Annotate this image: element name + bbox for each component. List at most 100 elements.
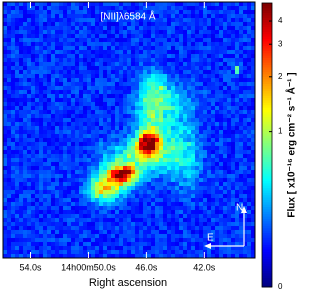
pixel xyxy=(107,118,111,122)
pixel xyxy=(135,194,139,198)
pixel xyxy=(247,222,251,226)
pixel xyxy=(247,246,251,250)
pixel xyxy=(223,162,227,166)
pixel xyxy=(211,110,215,114)
pixel xyxy=(55,98,59,102)
pixel xyxy=(155,202,159,206)
pixel xyxy=(211,66,215,70)
pixel xyxy=(207,214,211,218)
pixel xyxy=(155,158,159,162)
pixel xyxy=(67,70,71,74)
pixel xyxy=(47,146,51,150)
pixel xyxy=(55,106,59,110)
pixel xyxy=(75,122,79,126)
pixel xyxy=(95,98,99,102)
pixel xyxy=(199,126,203,130)
pixel xyxy=(39,98,43,102)
pixel xyxy=(63,94,67,98)
pixel xyxy=(171,182,175,186)
pixel xyxy=(123,146,127,150)
pixel xyxy=(171,42,175,46)
pixel xyxy=(131,110,135,114)
pixel xyxy=(55,82,59,86)
pixel xyxy=(115,174,119,178)
pixel xyxy=(55,174,59,178)
pixel xyxy=(67,42,71,46)
pixel xyxy=(243,18,247,22)
pixel xyxy=(47,82,51,86)
pixel xyxy=(171,18,175,22)
pixel xyxy=(119,110,123,114)
pixel xyxy=(187,242,191,246)
pixel xyxy=(135,242,139,246)
pixel xyxy=(223,34,227,38)
pixel xyxy=(51,130,55,134)
pixel xyxy=(51,70,55,74)
pixel xyxy=(107,126,111,130)
pixel xyxy=(179,250,183,254)
pixel xyxy=(71,130,75,134)
pixel xyxy=(83,186,87,190)
pixel xyxy=(55,182,59,186)
pixel xyxy=(247,86,251,90)
pixel xyxy=(155,178,159,182)
pixel xyxy=(175,174,179,178)
pixel xyxy=(191,54,195,58)
pixel xyxy=(43,150,47,154)
pixel xyxy=(43,194,47,198)
pixel xyxy=(35,6,39,10)
pixel xyxy=(51,114,55,118)
pixel xyxy=(95,238,99,242)
pixel xyxy=(191,222,195,226)
pixel xyxy=(163,10,167,14)
pixel xyxy=(143,42,147,46)
pixel xyxy=(115,242,119,246)
pixel xyxy=(19,138,23,142)
pixel xyxy=(183,46,187,50)
pixel xyxy=(131,46,135,50)
pixel xyxy=(135,202,139,206)
pixel xyxy=(87,62,91,66)
pixel xyxy=(115,38,119,42)
pixel xyxy=(123,254,127,258)
pixel xyxy=(67,126,71,130)
pixel xyxy=(59,34,63,38)
pixel xyxy=(79,162,83,166)
pixel xyxy=(79,210,83,214)
pixel xyxy=(175,154,179,158)
pixel xyxy=(175,190,179,194)
pixel xyxy=(43,206,47,210)
pixel xyxy=(35,230,39,234)
pixel xyxy=(207,150,211,154)
pixel xyxy=(179,162,183,166)
pixel xyxy=(111,54,115,58)
pixel xyxy=(43,254,47,258)
pixel xyxy=(31,78,35,82)
pixel xyxy=(251,122,255,126)
pixel xyxy=(163,154,167,158)
pixel xyxy=(63,250,67,254)
pixel xyxy=(115,98,119,102)
pixel xyxy=(163,82,167,86)
pixel xyxy=(171,234,175,238)
pixel xyxy=(103,254,107,258)
pixel xyxy=(71,122,75,126)
pixel xyxy=(227,82,231,86)
pixel xyxy=(203,42,207,46)
pixel xyxy=(195,86,199,90)
pixel xyxy=(135,6,139,10)
pixel xyxy=(187,122,191,126)
pixel xyxy=(203,178,207,182)
pixel xyxy=(191,22,195,26)
pixel xyxy=(123,46,127,50)
pixel xyxy=(227,246,231,250)
pixel xyxy=(119,194,123,198)
pixel xyxy=(187,194,191,198)
pixel xyxy=(167,170,171,174)
pixel xyxy=(243,170,247,174)
pixel xyxy=(163,26,167,30)
pixel xyxy=(115,34,119,38)
pixel xyxy=(171,170,175,174)
pixel xyxy=(119,102,123,106)
pixel xyxy=(63,130,67,134)
